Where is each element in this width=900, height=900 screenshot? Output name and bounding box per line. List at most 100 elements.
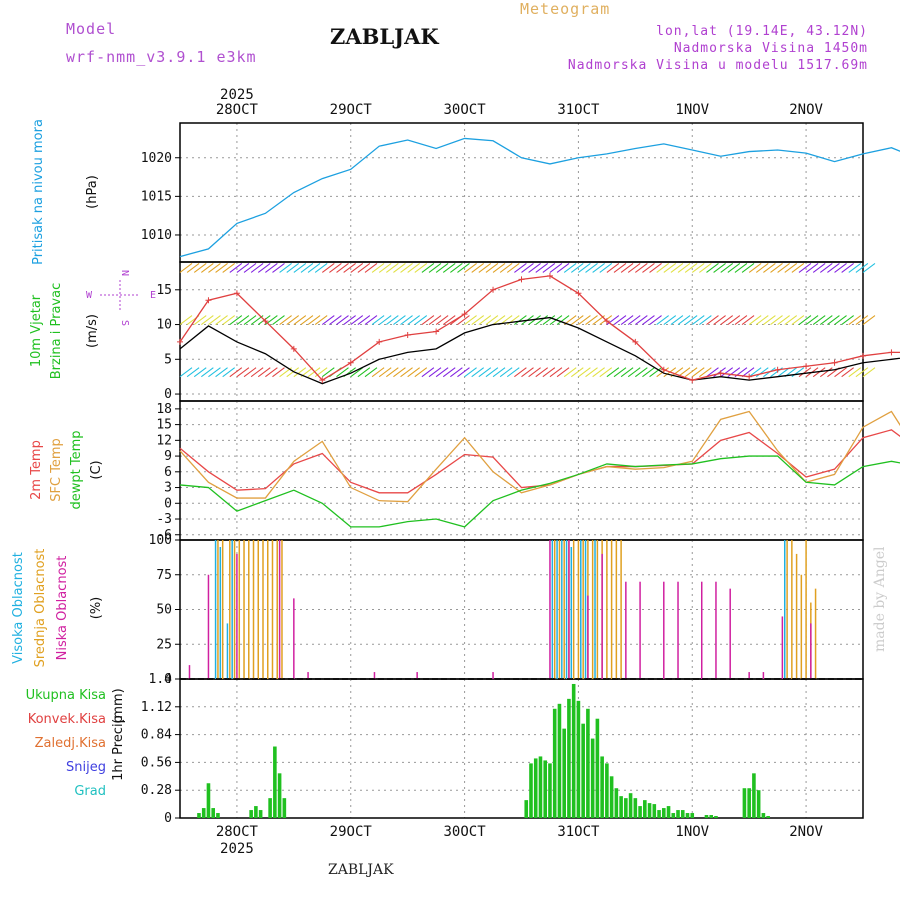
y-tick-label: 18 xyxy=(156,402,172,417)
wind-barb xyxy=(763,315,776,325)
wind-barb xyxy=(834,263,847,273)
wind-barb xyxy=(179,367,193,378)
temp-axis-label-2: dewpt Temp xyxy=(69,430,84,509)
gust-marker xyxy=(860,352,866,359)
wind-barb xyxy=(528,367,541,378)
wind-barb xyxy=(727,263,741,273)
pressure-axis-label: Pritisak na nivou mora xyxy=(31,119,46,265)
wind-barb xyxy=(435,315,449,325)
wind-barb xyxy=(748,315,762,325)
wind-barb xyxy=(229,367,243,378)
wind-axis-label-1: 10m Vjetar xyxy=(29,294,44,367)
wind-barb xyxy=(457,315,470,325)
wind-barb xyxy=(393,315,406,325)
wind-barb xyxy=(179,315,193,325)
wind-barb xyxy=(350,315,364,325)
precip-bar xyxy=(766,816,770,818)
wind-barb xyxy=(734,315,748,325)
wind-barb xyxy=(571,367,584,378)
wind-barb xyxy=(478,315,492,325)
bottom-day-label: 31OCT xyxy=(557,824,600,840)
wind-barb xyxy=(812,315,826,325)
wind-barb xyxy=(471,367,484,378)
series-line-tsfc xyxy=(179,410,900,503)
gust-marker xyxy=(632,338,639,345)
precip-bar xyxy=(747,788,751,818)
top-day-label: 2NOV xyxy=(789,102,823,118)
wind-barb xyxy=(279,263,292,273)
precip-bar xyxy=(273,746,277,818)
wind-barb xyxy=(585,367,598,378)
wind-barb xyxy=(599,367,613,378)
precip-legend-item: Zaledj.Kisa xyxy=(35,736,106,751)
wind-barb xyxy=(343,315,356,325)
wind-barb xyxy=(798,315,812,325)
gust-marker xyxy=(888,349,895,356)
product-title: Meteogram xyxy=(520,0,611,18)
top-day-label: 29OCT xyxy=(330,102,373,118)
wind-barb xyxy=(798,367,812,378)
wind-barb xyxy=(222,263,235,273)
wind-barb xyxy=(848,263,862,273)
precip-bar xyxy=(605,763,609,818)
wind-barb xyxy=(421,263,435,273)
gust-marker xyxy=(831,359,838,366)
gust-marker xyxy=(233,290,240,297)
wind-barb xyxy=(713,263,726,273)
wind-barb xyxy=(300,263,314,273)
wind-barb xyxy=(514,263,527,273)
precip-bar xyxy=(277,773,282,818)
temp-axis-label-0: 2m Temp xyxy=(29,440,44,500)
precip-bar xyxy=(557,703,562,818)
gust-marker xyxy=(262,318,269,325)
wind-barb xyxy=(378,315,392,325)
wind-barb xyxy=(478,367,492,378)
precip-bar xyxy=(609,776,614,818)
wind-barb xyxy=(201,263,214,273)
wind-barb xyxy=(684,367,698,378)
precip-bar xyxy=(211,808,216,818)
precip-bar xyxy=(714,816,718,818)
wind-barb xyxy=(400,367,413,378)
precip-bar xyxy=(543,760,548,818)
wind-barb xyxy=(784,263,798,273)
wind-barb xyxy=(791,315,805,325)
wind-barb xyxy=(393,367,406,378)
precip-bar xyxy=(595,718,600,818)
wind-barb xyxy=(321,367,335,378)
wind-barb xyxy=(620,315,634,325)
precip-bar xyxy=(676,810,680,818)
wind-barb xyxy=(236,315,250,325)
wind-barb xyxy=(855,315,869,325)
model-label: Model xyxy=(66,20,117,38)
precip-bar xyxy=(567,698,571,818)
wind-barb xyxy=(293,263,307,273)
precip-bar xyxy=(756,790,761,818)
wind-barb xyxy=(378,263,392,273)
wind-barb xyxy=(314,263,328,273)
gust-marker xyxy=(290,345,297,352)
wind-barb xyxy=(542,263,556,273)
wind-barb xyxy=(186,263,200,273)
wind-barb xyxy=(841,315,854,325)
precip-bar xyxy=(216,813,220,818)
wind-barb xyxy=(222,367,235,378)
y-tick-label: 3 xyxy=(164,481,172,496)
gust-marker xyxy=(803,363,810,370)
series-line-pressure xyxy=(179,137,900,258)
model-name: wrf-nmm_v3.9.1 e3km xyxy=(66,48,257,66)
wind-barb xyxy=(371,263,385,273)
precip-bar xyxy=(614,788,619,818)
wind-barb xyxy=(471,315,484,325)
wind-barb xyxy=(613,367,627,378)
wind-barb xyxy=(741,263,755,273)
wind-barb xyxy=(848,315,862,325)
gust-marker xyxy=(518,276,525,283)
wind-barb xyxy=(770,315,783,325)
gust-marker xyxy=(376,338,383,345)
y-tick-label: 15 xyxy=(156,283,172,298)
series-line-wind_speed xyxy=(179,316,900,385)
precip-bar xyxy=(197,813,201,818)
wind-barb xyxy=(407,315,420,325)
wind-axis-label-2: Brzina i Pravac xyxy=(49,283,64,380)
